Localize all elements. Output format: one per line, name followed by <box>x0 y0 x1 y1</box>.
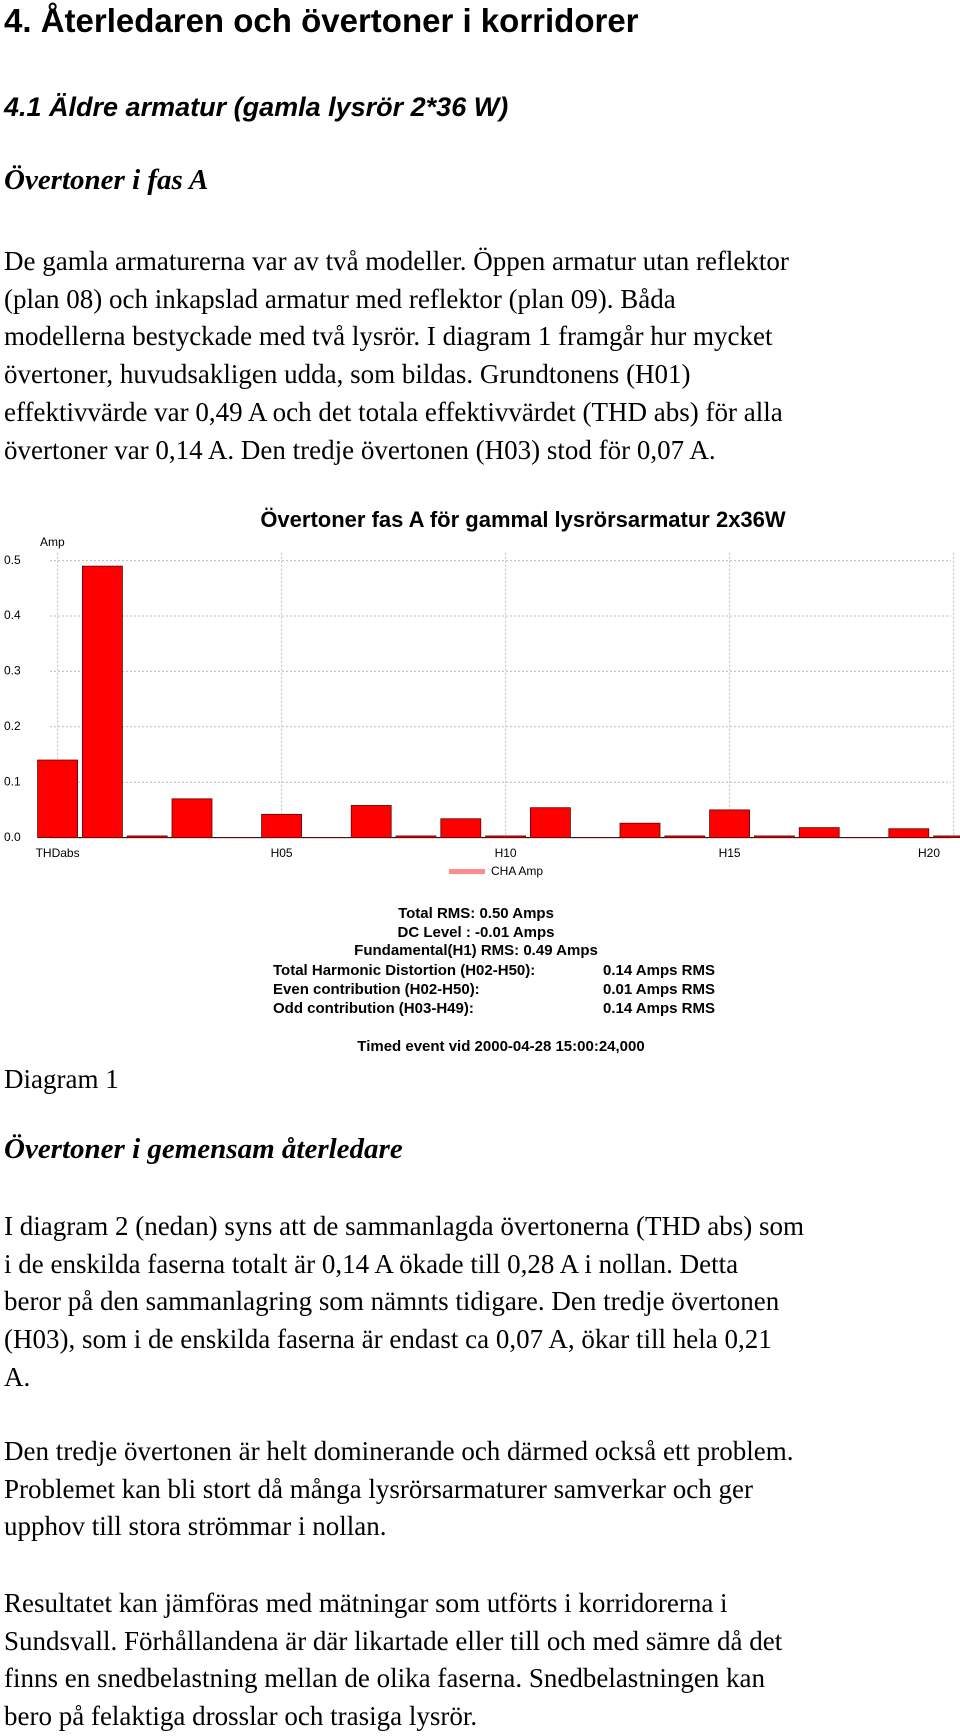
paragraph: I diagram 2 (nedan) syns att de sammanla… <box>4 1208 804 1397</box>
text-line: A. <box>4 1359 804 1397</box>
stats-cell: Total Harmonic Distortion (H02-H50): <box>273 962 535 979</box>
legend-label: CHA Amp <box>491 864 543 878</box>
stats-line: Fundamental(H1) RMS: 0.49 Amps <box>354 942 598 959</box>
y-tick-label: 0.3 <box>4 664 21 678</box>
x-tick-label: H10 <box>495 846 517 860</box>
stats-cell: 0.01 Amps RMS <box>603 981 715 998</box>
bar <box>486 836 526 838</box>
text-line: (H03), som i de enskilda faserna är enda… <box>4 1321 804 1359</box>
paragraph: Resultatet kan jämföras med mätningar so… <box>4 1585 782 1736</box>
legend-swatch <box>449 869 485 874</box>
text-line: (plan 08) och inkapslad armatur med refl… <box>4 281 789 319</box>
bar <box>665 836 705 838</box>
text-line: I diagram 2 (nedan) syns att de sammanla… <box>4 1208 804 1246</box>
bar <box>889 829 929 838</box>
text-line: Sundsvall. Förhållandena är där likartad… <box>4 1623 782 1661</box>
section-title: Övertoner i gemensam återledare <box>4 1133 403 1166</box>
x-tick-label: H15 <box>719 846 741 860</box>
paragraph: Den tredje övertonen är helt dominerande… <box>4 1433 793 1546</box>
text-line: beror på den sammanlagring som nämnts ti… <box>4 1283 804 1321</box>
bar <box>262 814 302 837</box>
bar <box>710 810 750 838</box>
stats-line: DC Level : -0.01 Amps <box>398 924 555 941</box>
y-tick-label: 0.2 <box>4 719 21 733</box>
text-line: Problemet kan bli stort då många lysrörs… <box>4 1471 793 1509</box>
event-label: Timed event vid 2000-04-28 15:00:24,000 <box>357 1038 644 1055</box>
bar <box>530 808 570 838</box>
bar <box>127 836 167 838</box>
y-tick-label: 0.4 <box>4 608 21 622</box>
text-line: effektivvärde var 0,49 A och det totala … <box>4 394 789 432</box>
bar <box>754 836 794 838</box>
stats-cell: Odd contribution (H03-H49): <box>273 1000 474 1017</box>
bar <box>82 566 122 837</box>
text-line: övertoner, huvudsakligen udda, som bilda… <box>4 356 789 394</box>
text-line: De gamla armaturerna var av två modeller… <box>4 243 789 281</box>
y-tick-label: 0.0 <box>4 830 21 844</box>
stats-cell: Even contribution (H02-H50): <box>273 981 480 998</box>
stats-cell: 0.14 Amps RMS <box>603 1000 715 1017</box>
caption: Diagram 1 <box>4 1061 119 1099</box>
text-line: finns en snedbelastning mellan de olika … <box>4 1660 782 1698</box>
stats-line: Total RMS: 0.50 Amps <box>398 905 554 922</box>
stats-cell: 0.14 Amps RMS <box>603 962 715 979</box>
bar <box>934 836 960 838</box>
text-line: modellerna bestyckade med två lysrör. I … <box>4 318 789 356</box>
section-title: Övertoner i fas A <box>4 164 208 197</box>
y-tick-label: 0.5 <box>4 553 21 567</box>
x-tick-label: H05 <box>271 846 293 860</box>
x-tick-label: THDabs <box>36 846 80 860</box>
bar <box>38 760 78 838</box>
chart: Övertoner fas A för gammal lysrörsarmatu… <box>0 490 960 1090</box>
bar <box>441 819 481 838</box>
text-line: Resultatet kan jämföras med mätningar so… <box>4 1585 782 1623</box>
y-tick-label: 0.1 <box>4 774 21 788</box>
text-line: bero på felaktiga drosslar och trasiga l… <box>4 1698 782 1736</box>
bar <box>620 823 660 837</box>
paragraph: De gamla armaturerna var av två modeller… <box>4 243 789 469</box>
bar <box>172 799 212 838</box>
chart-title: Övertoner fas A för gammal lysrörsarmatu… <box>260 507 786 532</box>
x-tick-label: H20 <box>918 846 940 860</box>
bar <box>396 836 436 838</box>
y-axis-label: Amp <box>40 535 65 549</box>
text-line: Den tredje övertonen är helt dominerande… <box>4 1433 793 1471</box>
bar <box>799 828 839 838</box>
subheading: 4.1 Äldre armatur (gamla lysrör 2*36 W) <box>4 92 508 123</box>
text-line: övertoner var 0,14 A. Den tredje överton… <box>4 432 789 470</box>
text-line: i de enskilda faserna totalt är 0,14 A ö… <box>4 1246 804 1284</box>
heading: 4. Återledaren och övertoner i korridore… <box>4 2 639 40</box>
bar <box>351 805 391 837</box>
text-line: upphov till stora strömmar i nollan. <box>4 1508 793 1546</box>
